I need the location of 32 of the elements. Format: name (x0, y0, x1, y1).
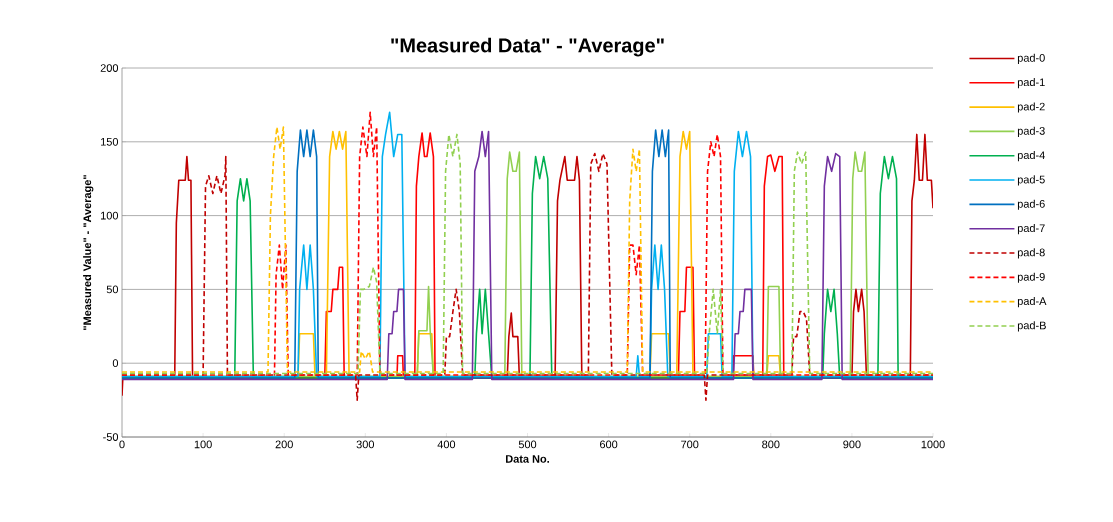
x-tick-label: 800 (762, 440, 780, 449)
x-tick-label: 900 (843, 440, 861, 449)
legend-label: pad-4 (1017, 151, 1045, 162)
legend-label: pad-7 (1017, 223, 1045, 235)
legend-label: pad-9 (1017, 272, 1045, 283)
y-tick-label: -50 (103, 433, 119, 441)
legend-label: pad-B (1017, 321, 1046, 332)
y-tick-label: 50 (106, 285, 119, 294)
x-tick-label: 400 (437, 440, 456, 449)
legend-label: pad-0 (1017, 53, 1045, 64)
legend-label: pad-A (1017, 296, 1047, 308)
x-tick-label: 100 (194, 440, 212, 449)
legend-label: pad-1 (1017, 78, 1045, 89)
x-tick-label: 0 (119, 440, 125, 449)
x-tick-label: 600 (600, 440, 618, 449)
chart-title: "Measured Data" - "Average" (391, 37, 664, 57)
legend-label: pad-2 (1017, 102, 1045, 113)
y-tick-label: 200 (100, 64, 119, 72)
y-axis-title: "Measured Value" - "Average" (83, 175, 94, 330)
y-tick-label: 150 (101, 137, 119, 146)
x-tick-label: 1000 (921, 440, 945, 449)
x-tick-label: 300 (356, 440, 374, 449)
legend-label: pad-5 (1017, 175, 1045, 186)
y-tick-label: 0 (112, 359, 119, 368)
x-tick-label: 700 (681, 440, 699, 449)
legend-label: pad-8 (1017, 248, 1045, 259)
x-tick-label: 200 (275, 440, 293, 449)
legend-label: pad-3 (1017, 126, 1045, 137)
y-tick-label: 100 (101, 211, 119, 220)
x-axis-title: Data No. (506, 455, 549, 463)
x-tick-label: 500 (518, 440, 537, 449)
legend-label: pad-6 (1017, 199, 1045, 210)
